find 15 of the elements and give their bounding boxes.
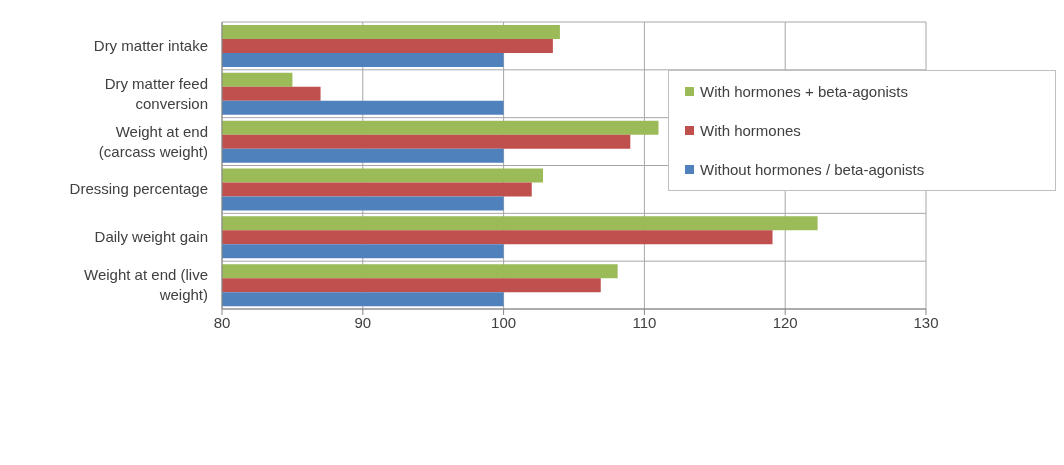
legend-label: With hormones bbox=[700, 122, 801, 139]
y-tick-label: Dressing percentage bbox=[69, 180, 208, 198]
x-tick-label: 90 bbox=[354, 313, 372, 331]
x-tick-label: 100 bbox=[491, 313, 517, 331]
x-tick-label: 80 bbox=[213, 313, 231, 331]
legend-label: Without hormones / beta-agonists bbox=[700, 161, 925, 178]
x-tick-label: 120 bbox=[772, 313, 798, 331]
x-tick-label: 130 bbox=[913, 313, 939, 331]
y-tick-label: Weight at end (carcass weight) bbox=[98, 122, 208, 160]
y-tick-label: Dry matter feed conversion bbox=[104, 74, 208, 112]
y-tick-label: Dry matter intake bbox=[93, 36, 208, 54]
legend-label: With hormones + beta-agonists bbox=[700, 83, 909, 100]
y-tick-label: Weight at end (live weight) bbox=[84, 266, 208, 304]
x-tick-label: 110 bbox=[632, 313, 657, 331]
y-tick-label: Daily weight gain bbox=[94, 228, 208, 246]
